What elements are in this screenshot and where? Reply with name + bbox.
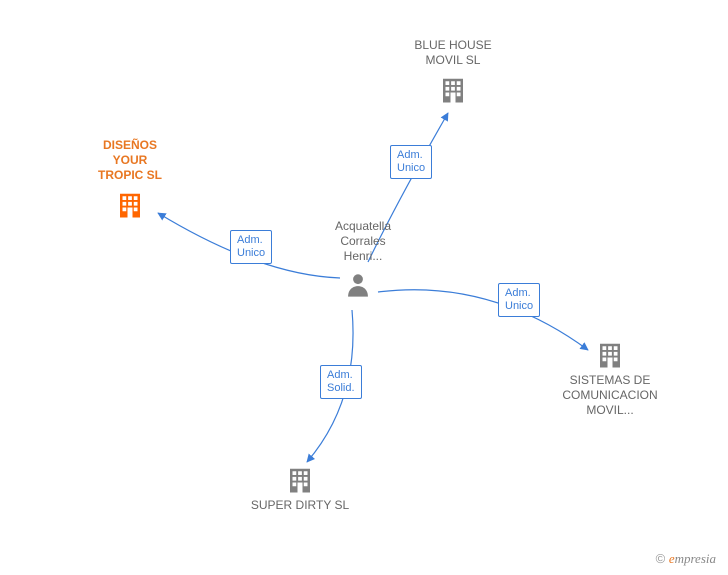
- edge-label: Adm. Unico: [230, 230, 272, 264]
- edge-label: Adm. Unico: [390, 145, 432, 179]
- company-node-label: SUPER DIRTY SL: [235, 498, 365, 513]
- brand-rest: mpresia: [675, 551, 716, 566]
- edge-label: Adm. Solid.: [320, 365, 362, 399]
- building-icon: [595, 340, 625, 375]
- center-node-label: Acquatella Corrales Henri...: [318, 219, 408, 264]
- watermark: © empresia: [656, 551, 716, 567]
- person-icon: [344, 271, 372, 304]
- company-node-label: BLUE HOUSE MOVIL SL: [388, 38, 518, 68]
- edge-label: Adm. Unico: [498, 283, 540, 317]
- copyright-symbol: ©: [656, 551, 666, 566]
- building-icon: [438, 75, 468, 110]
- building-icon: [115, 190, 145, 225]
- building-icon: [285, 465, 315, 500]
- company-node-label: SISTEMAS DE COMUNICACION MOVIL...: [545, 373, 675, 418]
- company-node-label: DISEÑOS YOUR TROPIC SL: [65, 138, 195, 183]
- edge-path: [378, 290, 588, 350]
